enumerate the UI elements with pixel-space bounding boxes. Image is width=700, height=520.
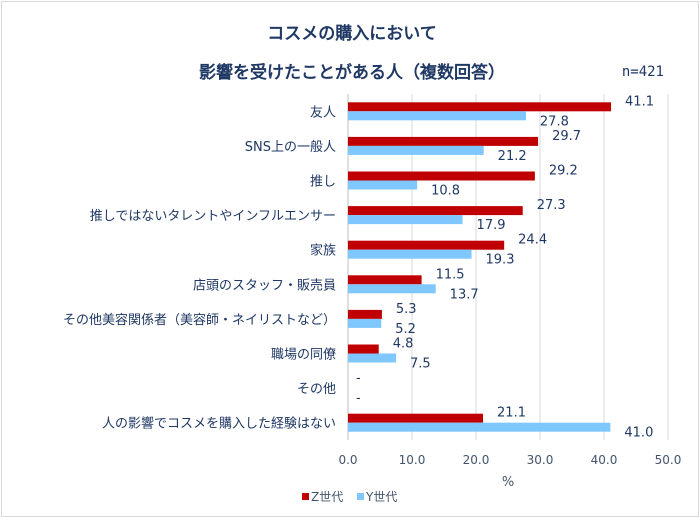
y-gen-data-label: 19.3	[486, 253, 515, 268]
y-gen-data-label: -	[356, 391, 361, 406]
category-label: 友人	[310, 104, 336, 120]
y-gen-bar	[348, 318, 382, 328]
z-gen-data-label: 41.1	[625, 94, 654, 109]
x-tick-label: 30.0	[527, 453, 554, 467]
category-label: その他美容関係者（美容師・ネイリストなど）	[63, 312, 336, 328]
y-gen-data-label: 41.0	[624, 426, 653, 441]
z-gen-bar	[348, 309, 382, 319]
z-gen-data-label: 4.8	[393, 337, 414, 352]
category-label: その他	[297, 382, 336, 397]
y-gen-bar	[348, 422, 611, 432]
chart-title-line-1: コスメの購入において	[267, 23, 437, 44]
chart-title-line-2: 影響を受けたことがある人（複数回答）	[199, 62, 505, 83]
y-gen-data-label: 5.2	[395, 322, 416, 337]
y-gen-data-label: 10.8	[431, 184, 460, 199]
z-gen-data-label: -	[356, 371, 361, 386]
x-tick-label: 0.0	[338, 453, 357, 467]
category-label: 推し	[310, 175, 336, 190]
y-gen-data-label: 27.8	[540, 114, 569, 129]
category-label: 推しではないタレントやインフルエンサー	[90, 209, 336, 224]
z-gen-bar	[348, 413, 484, 423]
z-gen-bar	[348, 102, 612, 112]
z-gen-data-label: 5.3	[396, 302, 417, 317]
z-gen-data-label: 27.3	[537, 198, 566, 213]
x-axis-label: %	[502, 475, 514, 490]
y-gen-bar	[348, 353, 396, 363]
category-label: SNS上の一般人	[245, 139, 336, 155]
sample-size-note: n=421	[622, 64, 664, 80]
z-gen-bar	[348, 136, 539, 146]
y-gen-data-label: 13.7	[450, 287, 479, 302]
z-gen-data-label: 11.5	[436, 267, 465, 282]
y-gen-bar	[348, 145, 484, 155]
x-tick-label: 40.0	[591, 453, 618, 467]
y-gen-bar	[348, 249, 472, 259]
category-label: 職場の同僚	[271, 348, 336, 363]
y-gen-data-label: 7.5	[410, 357, 431, 372]
y-gen-data-label: 21.2	[498, 149, 527, 164]
z-gen-data-label: 29.2	[549, 164, 578, 179]
legend-label: Y世代	[365, 490, 397, 504]
y-gen-bar	[348, 111, 526, 121]
z-gen-bar	[348, 275, 422, 285]
y-gen-bar	[348, 284, 436, 294]
z-gen-data-label: 24.4	[518, 233, 547, 248]
z-gen-bar	[348, 240, 505, 250]
x-tick-label: 20.0	[463, 453, 490, 467]
y-gen-data-label: 17.9	[477, 218, 506, 233]
legend-swatch	[357, 493, 364, 500]
category-label: 家族	[310, 243, 336, 259]
y-gen-bar	[348, 215, 463, 225]
z-gen-bar	[348, 206, 523, 216]
x-tick-label: 50.0	[655, 453, 682, 467]
z-gen-bar	[348, 344, 379, 354]
x-tick-label: 10.0	[399, 453, 426, 467]
z-gen-data-label: 21.1	[497, 406, 526, 421]
z-gen-data-label: 29.7	[552, 129, 581, 144]
z-gen-bar	[348, 171, 535, 181]
y-gen-bar	[348, 180, 418, 190]
category-label: 店頭のスタッフ・販売員	[193, 277, 336, 293]
legend-swatch	[302, 493, 309, 500]
category-label: 人の影響でコスメを購入した経験はない	[102, 416, 336, 432]
legend-label: Z世代	[311, 490, 343, 504]
